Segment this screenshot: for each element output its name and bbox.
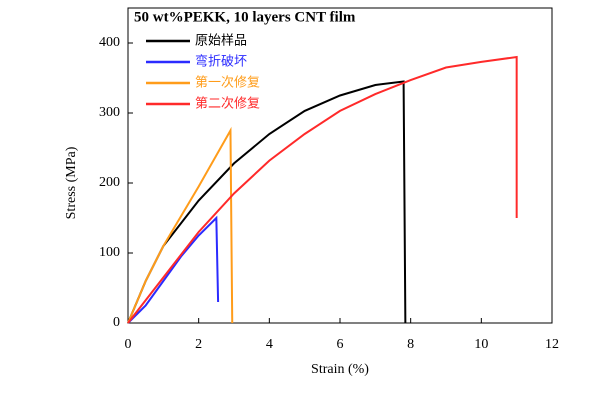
y-tick-label: 200 [99,175,120,190]
y-tick-label: 300 [99,105,120,120]
series-line [127,55,518,324]
series-line [127,126,234,324]
legend-label: 第一次修复 [195,75,260,91]
x-tick-label: 4 [266,337,273,352]
y-tick-label: 0 [113,315,120,330]
legend-label: 弯折破坏 [195,54,247,70]
x-tick-label: 0 [125,337,132,352]
y-tick-label: 100 [99,245,120,260]
legend-label: 第二次修复 [195,96,260,112]
legend-label: 原始样品 [195,34,247,49]
y-tick-label: 400 [99,35,120,50]
x-tick-label: 8 [407,337,414,352]
x-tick-label: 12 [545,337,559,352]
series-line [127,80,407,324]
x-axis-label: Strain (%) [311,362,369,377]
series-line [127,215,220,324]
chart-title: 50 wt%PEKK, 10 layers CNT film [134,9,356,25]
y-axis-label: Stress (MPa) [64,146,79,219]
x-tick-label: 10 [474,337,488,352]
x-tick-label: 2 [195,337,202,352]
x-tick-label: 6 [337,337,344,352]
plot-frame [127,7,553,324]
